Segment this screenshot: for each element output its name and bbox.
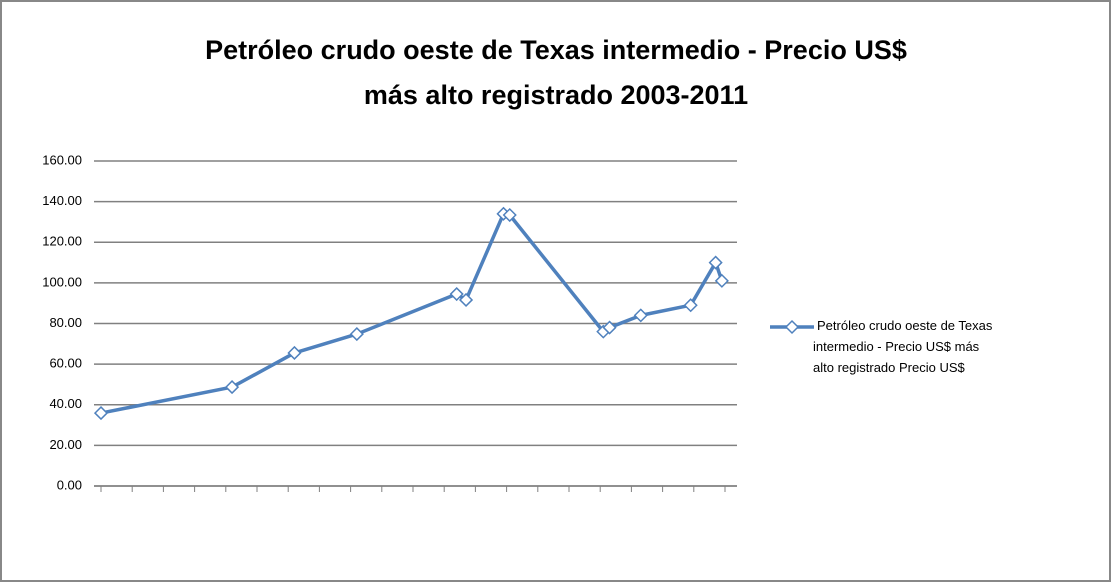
data-point bbox=[449, 286, 464, 302]
data-point bbox=[349, 327, 364, 342]
y-tick-label: 0.00 bbox=[57, 477, 82, 492]
legend-label: Petróleo crudo oeste de Texas intermedio … bbox=[813, 318, 993, 375]
y-tick-label: 140.00 bbox=[42, 193, 82, 208]
data-point bbox=[224, 380, 240, 395]
data-point bbox=[502, 207, 517, 223]
data-point bbox=[93, 406, 109, 421]
y-tick-label: 160.00 bbox=[42, 152, 82, 167]
y-tick-label: 80.00 bbox=[49, 315, 82, 330]
y-tick-label: 100.00 bbox=[42, 274, 82, 289]
data-point bbox=[714, 273, 729, 288]
data-point bbox=[683, 298, 698, 313]
data-point bbox=[602, 320, 617, 335]
y-tick-label: 20.00 bbox=[49, 437, 82, 452]
chart-title: más alto registrado 2003-2011 bbox=[364, 80, 748, 110]
data-point bbox=[458, 292, 474, 307]
y-tick-label: 120.00 bbox=[42, 234, 82, 249]
y-tick-label: 60.00 bbox=[49, 356, 82, 371]
chart-title: Petróleo crudo oeste de Texas intermedio… bbox=[205, 35, 907, 65]
legend-marker bbox=[784, 319, 800, 335]
data-point bbox=[708, 255, 723, 270]
data-point bbox=[633, 308, 648, 323]
data-point bbox=[287, 345, 302, 361]
y-tick-label: 40.00 bbox=[49, 396, 82, 411]
